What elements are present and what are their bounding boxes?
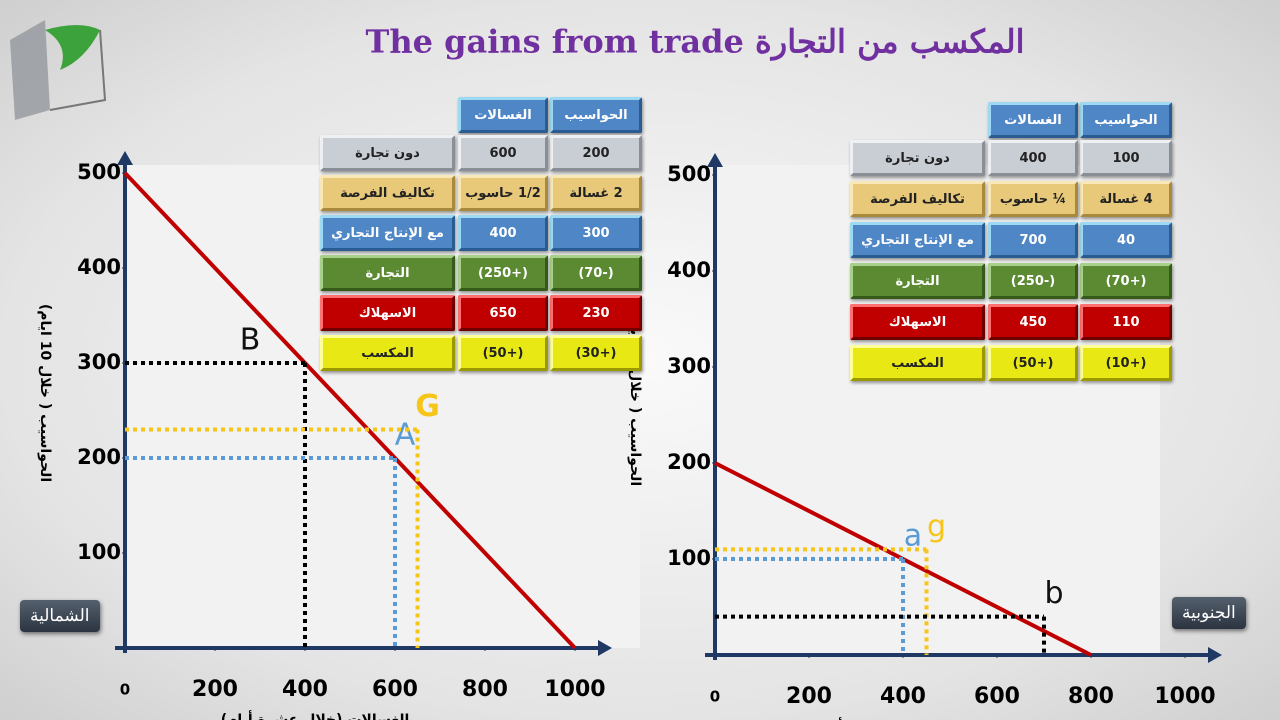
point-label: G [415,389,440,424]
y-tick-label: 300 [77,350,121,374]
table-cell: الاسهلاك [850,304,985,340]
table-cell: تكاليف الفرصة [850,181,985,217]
table-cell: 110 [1080,304,1172,340]
table-cell: 100 [1080,140,1172,176]
table-cell: التجارة [320,255,455,291]
x-tick-label: 600 [974,684,1020,709]
point-label: a [904,519,922,554]
point-label: B [240,323,261,358]
table-cell: 40 [1080,222,1172,258]
table-cell: الحواسيب [550,97,642,133]
x-tick-label: 800 [1068,684,1114,709]
y-tick-label: 500 [77,160,121,184]
x-tick-label: 200 [786,684,832,709]
table-cell: 650 [458,295,548,331]
x-tick-label: 1000 [544,677,605,702]
table-cell: (-70) [550,255,642,291]
table-cell: الغسالات [988,102,1078,138]
y-tick-label: 100 [667,546,711,570]
y-tick-label: 200 [77,445,121,469]
table-cell: 200 [550,135,642,171]
table-cell: 4 غسالة [1080,181,1172,217]
x-axis-label: الغسالات (خلال عشرة أيام) [811,717,1000,720]
table-cell: 400 [988,140,1078,176]
y-tick-label: 500 [667,162,711,186]
table-cell: تكاليف الفرصة [320,175,455,211]
table-cell: 2 غسالة [550,175,642,211]
ppf-line [123,171,577,650]
table-cell: المكسب [850,345,985,381]
table-cell: (+50) [988,345,1078,381]
table-cell: الاسهلاك [320,295,455,331]
table-cell: (+50) [458,335,548,371]
point-label: b [1044,576,1063,611]
axis-arrow [1208,647,1222,663]
table-cell: 700 [988,222,1078,258]
region-label: الشمالية [20,600,100,632]
axis-arrow [117,151,133,165]
table-cell: (+70) [1080,263,1172,299]
point-label: g [927,509,946,544]
point-label: A [395,418,416,453]
x-tick-label: 200 [192,677,238,702]
table-cell: 1/2 حاسوب [458,175,548,211]
table-cell: مع الإنتاج التجاري [850,222,985,258]
table-cell: 230 [550,295,642,331]
table-cell: 300 [550,215,642,251]
x-tick-label: 400 [282,677,328,702]
table-cell: مع الإنتاج التجاري [320,215,455,251]
table-cell: ¼ حاسوب [988,181,1078,217]
x-axis-label: الغسالات (خلال عشرة أيام) [221,710,410,720]
title: المكسب من التجارة The gains from trade [366,23,1025,62]
y-axis-label: الحواسيب ( خلال 10 ايام) [37,304,53,482]
logo [10,20,107,120]
axis-arrow [598,640,612,656]
table-cell: (+30) [550,335,642,371]
y-tick-label: 100 [77,540,121,564]
x-tick-label: 400 [880,684,926,709]
table-cell: 450 [988,304,1078,340]
table-cell: (+10) [1080,345,1172,381]
y-tick-label: 400 [667,258,711,282]
table-cell: 400 [458,215,548,251]
table-cell: المكسب [320,335,455,371]
x-tick-label: 0 [710,688,720,706]
y-tick-label: 300 [667,354,711,378]
region-label: الجنوبية [1172,597,1246,629]
table-cell: دون تجارة [850,140,985,176]
x-tick-label: 600 [372,677,418,702]
table-cell: الحواسيب [1080,102,1172,138]
table-cell: الغسالات [458,97,548,133]
x-tick-label: 1000 [1154,684,1215,709]
table-cell: (-250) [988,263,1078,299]
table-cell: (+250) [458,255,548,291]
y-tick-label: 400 [77,255,121,279]
axis-arrow [707,153,723,167]
table-cell: التجارة [850,263,985,299]
table-cell: 600 [458,135,548,171]
y-tick-label: 200 [667,450,711,474]
x-tick-label: 0 [120,681,130,699]
x-tick-label: 800 [462,677,508,702]
table-cell: دون تجارة [320,135,455,171]
